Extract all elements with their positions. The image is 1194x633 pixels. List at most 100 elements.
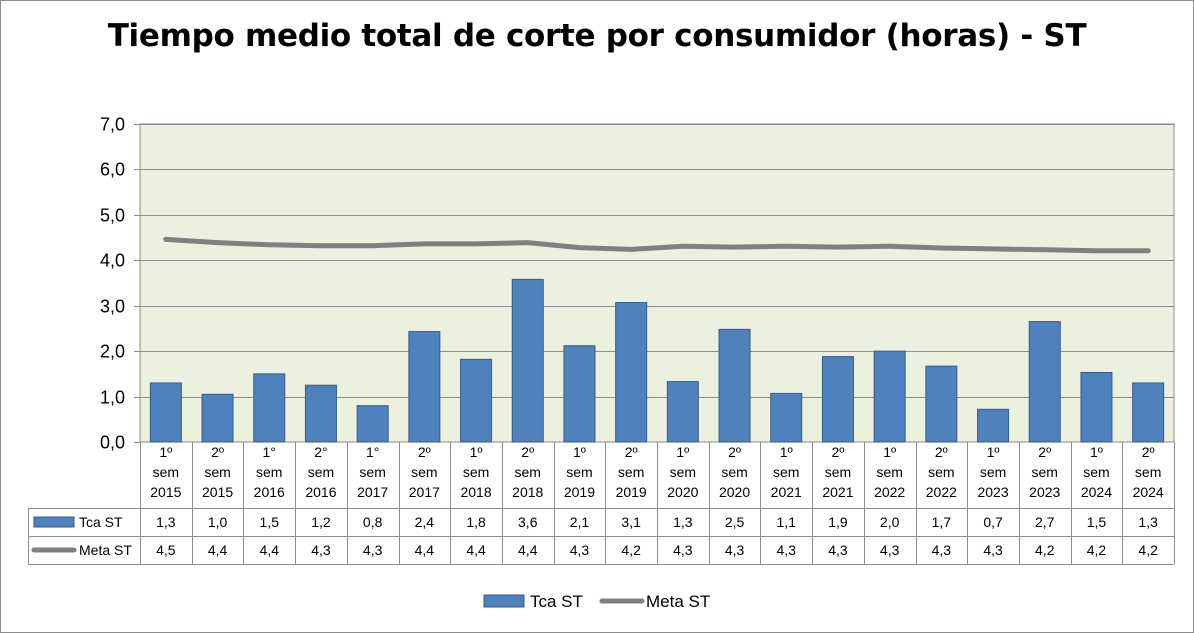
table-value: 4,2	[1087, 542, 1107, 558]
category-label: 1º	[573, 444, 586, 460]
category-label: 2016	[254, 484, 285, 500]
category-label: 1º	[470, 444, 483, 460]
bar	[511, 278, 544, 443]
category-label: 2º	[1142, 444, 1155, 460]
category-label: sem	[618, 464, 644, 480]
bar	[1132, 382, 1165, 443]
category-label: 2º	[935, 444, 948, 460]
y-tick-label: 1,0	[100, 388, 125, 408]
category-label: sem	[773, 464, 799, 480]
category-label: 2º	[625, 444, 638, 460]
table-value: 4,3	[570, 542, 590, 558]
category-label: 1°	[366, 444, 379, 460]
bar	[821, 356, 854, 443]
table-value: 1,3	[1138, 514, 1158, 530]
category-label: sem	[721, 464, 747, 480]
table-value: 1,5	[1087, 514, 1107, 530]
table-value: 4,2	[1138, 542, 1158, 558]
table-value: 4,3	[363, 542, 383, 558]
legend-label: Meta ST	[646, 592, 710, 611]
category-label: 2º	[418, 444, 431, 460]
category-label: 2015	[202, 484, 233, 500]
category-label: sem	[204, 464, 230, 480]
category-label: 2022	[926, 484, 957, 500]
category-label: 2017	[357, 484, 388, 500]
category-label: 2019	[616, 484, 647, 500]
category-label: 2021	[771, 484, 802, 500]
category-label: 2º	[728, 444, 741, 460]
category-label: 2016	[305, 484, 336, 500]
table-value: 4,3	[880, 542, 900, 558]
category-label: 1°	[263, 444, 276, 460]
table-value: 4,3	[828, 542, 848, 558]
category-label: 2020	[667, 484, 698, 500]
category-label: 2020	[719, 484, 750, 500]
category-label: 2023	[977, 484, 1008, 500]
y-tick-label: 5,0	[100, 206, 125, 226]
chart-title: Tiempo medio total de corte por consumid…	[107, 18, 1087, 54]
plot-area	[139, 123, 1175, 443]
category-label: sem	[308, 464, 334, 480]
category-label: 2018	[512, 484, 543, 500]
table-value: 4,4	[518, 542, 538, 558]
category-label: sem	[876, 464, 902, 480]
bar	[149, 382, 182, 443]
bar	[615, 302, 648, 443]
table-value: 1,3	[673, 514, 693, 530]
bar	[977, 408, 1010, 443]
category-label: sem	[566, 464, 592, 480]
table-value: 4,3	[673, 542, 693, 558]
bar	[1080, 371, 1113, 443]
legend-label: Tca ST	[530, 592, 583, 611]
bar	[925, 365, 958, 443]
table-value: 2,5	[725, 514, 745, 530]
category-label: sem	[980, 464, 1006, 480]
category-label: 2º	[1038, 444, 1051, 460]
table-value: 3,6	[518, 514, 538, 530]
y-tick-label: 3,0	[100, 297, 125, 317]
bar	[873, 350, 906, 443]
category-label: sem	[928, 464, 954, 480]
table-value: 4,3	[311, 542, 331, 558]
table-value: 1,1	[777, 514, 797, 530]
table-value: 3,1	[621, 514, 641, 530]
category-label: 1º	[159, 444, 172, 460]
y-tick-label: 0,0	[100, 433, 125, 453]
category-label: sem	[1083, 464, 1109, 480]
category-label: 1º	[1090, 444, 1103, 460]
category-label: sem	[256, 464, 282, 480]
table-value: 4,3	[725, 542, 745, 558]
table-value: 2,4	[415, 514, 435, 530]
bar	[770, 392, 803, 443]
table-value: 1,0	[208, 514, 228, 530]
category-label: 2019	[564, 484, 595, 500]
category-label: sem	[670, 464, 696, 480]
y-tick-label: 4,0	[100, 251, 125, 271]
table-value: 4,2	[621, 542, 641, 558]
y-tick-label: 6,0	[100, 160, 125, 180]
table-value: 4,3	[777, 542, 797, 558]
table-series-name: Meta ST	[79, 542, 132, 558]
bar	[666, 381, 699, 443]
bar	[356, 405, 389, 443]
category-label: 2°	[314, 444, 327, 460]
category-label: 2018	[460, 484, 491, 500]
bar	[253, 373, 286, 443]
category-label: 2023	[1029, 484, 1060, 500]
category-label: 2024	[1081, 484, 1112, 500]
category-label: sem	[515, 464, 541, 480]
meta-line	[163, 236, 1151, 254]
table-value: 1,2	[311, 514, 331, 530]
table-value: 4,2	[1035, 542, 1055, 558]
table-bar-swatch	[33, 516, 75, 528]
category-label: sem	[1032, 464, 1058, 480]
y-tick-label: 7,0	[100, 115, 125, 135]
category-label: sem	[153, 464, 179, 480]
table-series-name: Tca ST	[79, 514, 123, 530]
bar	[1028, 321, 1061, 443]
category-label: 2º	[521, 444, 534, 460]
table-value: 2,0	[880, 514, 900, 530]
category-label: 2024	[1133, 484, 1164, 500]
table-value: 1,3	[156, 514, 176, 530]
table-value: 4,4	[415, 542, 435, 558]
